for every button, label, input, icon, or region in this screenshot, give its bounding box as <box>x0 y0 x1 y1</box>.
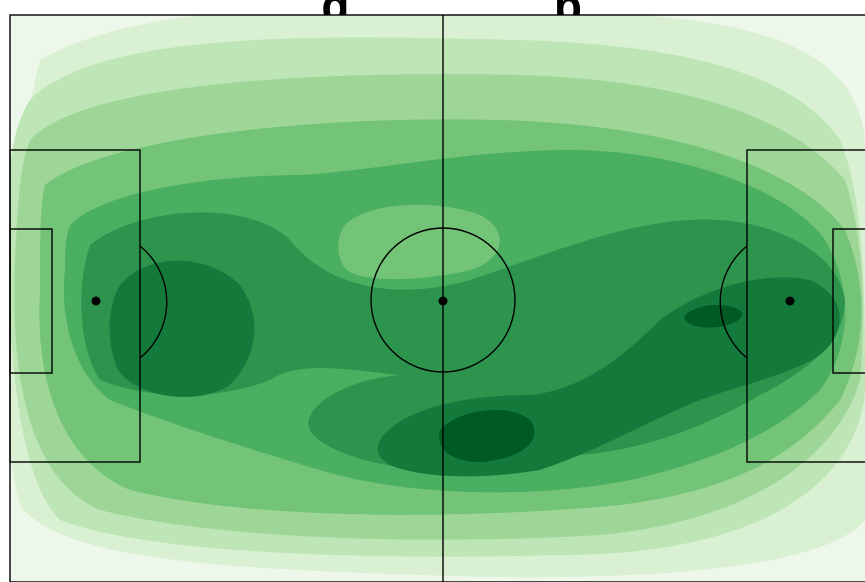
pitch-spots <box>91 296 795 306</box>
left-penalty-arc <box>139 245 168 359</box>
density-contours <box>10 15 865 582</box>
center-spot <box>438 296 448 306</box>
right-penalty-spot <box>785 296 795 306</box>
right-goal-area <box>832 228 865 374</box>
center-circle <box>370 227 516 373</box>
left-goal-area <box>9 228 53 374</box>
right-penalty-arc <box>719 245 748 359</box>
density-level-8 <box>439 304 743 462</box>
density-hollow-center <box>338 204 500 280</box>
right-penalty-box <box>746 149 865 463</box>
pitch-markings <box>9 14 865 582</box>
left-penalty-spot <box>91 296 101 306</box>
